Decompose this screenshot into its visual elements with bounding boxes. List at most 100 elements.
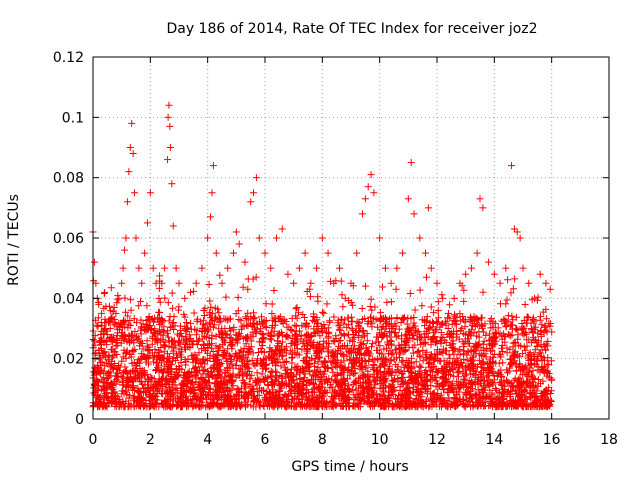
data-point	[404, 195, 412, 203]
x-tick-label: 8	[318, 432, 327, 448]
data-point	[479, 204, 487, 212]
data-point	[95, 300, 103, 308]
data-point	[212, 249, 220, 257]
data-point	[341, 294, 349, 302]
data-point	[181, 294, 189, 302]
chart-title: Day 186 of 2014, Rate Of TEC Index for r…	[166, 21, 537, 37]
data-point	[166, 144, 174, 151]
x-tick-label: 10	[371, 432, 389, 448]
data-point	[485, 258, 493, 266]
data-point	[141, 249, 149, 257]
data-point	[186, 288, 194, 296]
data-point	[235, 240, 243, 248]
data-point	[146, 189, 154, 197]
y-tick-label: 0.1	[62, 110, 84, 126]
data-point	[90, 258, 98, 266]
data-point	[166, 122, 174, 130]
x-tick-label: 2	[146, 432, 155, 448]
data-point	[204, 234, 212, 242]
data-point	[255, 234, 263, 242]
data-point	[164, 156, 172, 164]
data-point	[508, 162, 516, 170]
data-point	[247, 198, 255, 206]
data-point	[367, 171, 375, 179]
data-point	[109, 318, 117, 326]
data-point	[175, 279, 183, 287]
x-tick-label: 6	[261, 432, 270, 448]
x-tick-label: 4	[203, 432, 212, 448]
data-point	[387, 279, 395, 287]
data-point	[131, 189, 139, 197]
data-point	[427, 264, 435, 272]
data-point	[161, 264, 169, 272]
data-point	[135, 264, 143, 272]
data-point	[536, 270, 544, 278]
dense-point-cloud	[89, 271, 556, 411]
data-point	[169, 222, 177, 230]
data-point	[525, 279, 533, 287]
data-point	[122, 234, 130, 242]
data-point	[324, 249, 332, 257]
data-point	[98, 309, 106, 317]
data-point	[393, 264, 401, 272]
data-point	[313, 264, 321, 272]
y-tick-label: 0.08	[53, 171, 84, 187]
data-point	[121, 246, 129, 254]
data-point	[119, 264, 127, 272]
x-tick-label: 16	[543, 432, 561, 448]
data-point	[92, 279, 100, 287]
data-point	[132, 234, 140, 242]
data-point	[165, 101, 173, 109]
data-point	[318, 234, 326, 242]
data-point	[510, 225, 518, 233]
data-point	[347, 279, 355, 287]
x-tick-label: 14	[485, 432, 503, 448]
data-point	[250, 189, 258, 197]
data-point	[546, 285, 554, 293]
data-point	[370, 189, 378, 197]
data-point	[158, 279, 166, 287]
data-point	[290, 279, 298, 287]
data-point	[407, 159, 415, 167]
data-point	[208, 189, 216, 197]
data-point	[284, 270, 292, 278]
data-point	[143, 219, 151, 227]
data-point	[198, 264, 206, 272]
data-point	[125, 168, 133, 176]
data-point	[118, 279, 126, 287]
data-point	[381, 264, 389, 272]
x-tick-label: 12	[428, 432, 446, 448]
data-point	[307, 279, 315, 287]
data-point	[241, 258, 249, 266]
data-point	[502, 264, 510, 272]
y-axis-label: ROTI / TECUs	[6, 194, 22, 286]
data-point	[416, 234, 424, 242]
data-points	[89, 101, 556, 411]
data-point	[224, 264, 232, 272]
data-point	[422, 249, 430, 257]
data-point	[207, 213, 215, 221]
data-point	[490, 270, 498, 278]
y-tick-label: 0.06	[53, 231, 84, 247]
data-point	[112, 309, 120, 317]
data-point	[330, 279, 338, 287]
data-point	[513, 228, 521, 236]
data-point	[450, 294, 458, 302]
data-point	[115, 294, 123, 302]
data-point	[516, 234, 524, 242]
data-point	[530, 294, 538, 302]
data-point	[123, 198, 131, 206]
data-point	[336, 264, 344, 272]
data-point	[424, 204, 432, 212]
data-point	[496, 279, 504, 287]
data-point	[192, 279, 200, 287]
y-tick-label: 0	[75, 412, 84, 428]
data-point	[364, 183, 372, 191]
data-point	[361, 195, 369, 203]
x-axis-label: GPS time / hours	[291, 459, 408, 475]
data-point	[272, 234, 280, 242]
data-point	[476, 195, 484, 203]
data-point	[172, 264, 180, 272]
data-point	[229, 249, 237, 257]
